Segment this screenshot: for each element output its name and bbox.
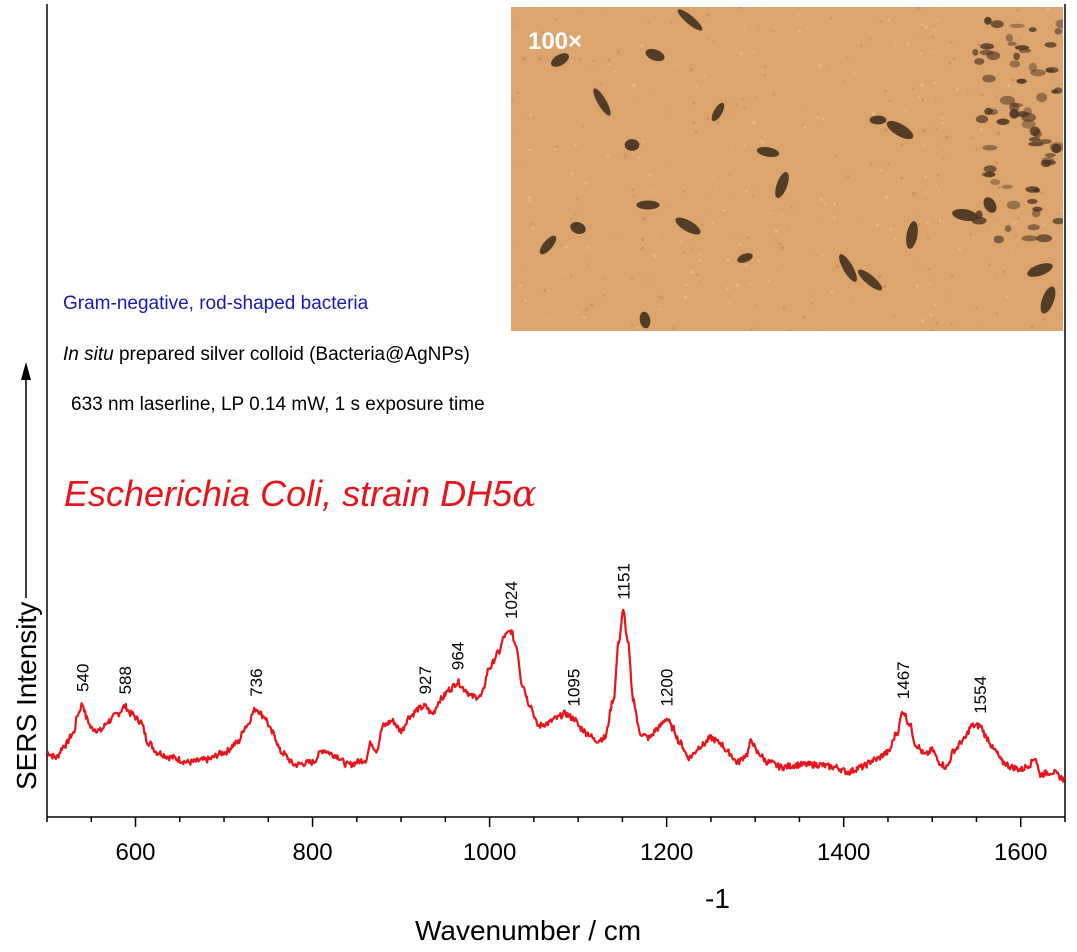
- peak-label: 927: [416, 666, 435, 694]
- plot-frame: [46, 4, 1066, 818]
- x-tick-label: 600: [115, 839, 155, 866]
- colloid-note-italic: In situ: [63, 344, 114, 365]
- species-name: Escherichia Coli, strain DH5: [64, 473, 513, 514]
- x-tick-label: 800: [293, 839, 333, 866]
- peak-label: 1024: [502, 581, 521, 619]
- x-tick-label: 1600: [994, 839, 1047, 866]
- micrograph-inset: 100×: [511, 7, 1063, 331]
- bacteria-type-note: Gram-negative, rod-shaped bacteria: [63, 293, 369, 314]
- peak-label: 1151: [614, 563, 633, 600]
- peak-label: 964: [449, 642, 468, 670]
- colloid-note: In situ prepared silver colloid (Bacteri…: [63, 344, 470, 365]
- peak-label: 1200: [658, 669, 677, 707]
- laser-note: 633 nm laserline, LP 0.14 mW, 1 s exposu…: [71, 394, 485, 415]
- y-axis-title: SERS Intensity: [11, 602, 42, 790]
- strain-greek-letter: α: [512, 474, 536, 515]
- peak-label: 1554: [971, 676, 990, 714]
- x-axis-title: Wavenumber / cm: [415, 915, 641, 946]
- magnification-label: 100×: [528, 28, 582, 55]
- peak-label: 588: [116, 666, 135, 694]
- spectrum-line: [46, 608, 1066, 783]
- x-tick-label: 1000: [463, 839, 516, 866]
- peak-label: 540: [73, 664, 92, 692]
- peak-label: 1467: [894, 661, 913, 699]
- peak-label: 1095: [565, 669, 584, 707]
- x-axis-ticks: 600 800 1000 1200 1400 1600: [46, 817, 1066, 866]
- species-title: Escherichia Coli, strain DH5α: [64, 473, 536, 515]
- x-axis-title-superscript: -1: [705, 883, 730, 914]
- x-tick-label: 1400: [817, 839, 870, 866]
- peak-labels: 540 588 736 927 964 1024 1095 1151 1200 1467 1554: [73, 563, 990, 714]
- bacteria-cells: [511, 7, 1063, 331]
- x-tick-label: 1200: [640, 839, 693, 866]
- colloid-note-rest: prepared silver colloid (Bacteria@AgNPs): [114, 344, 470, 365]
- micrograph-background: [511, 7, 1063, 331]
- peak-label: 736: [247, 668, 266, 696]
- y-axis-arrow-head: [21, 362, 31, 380]
